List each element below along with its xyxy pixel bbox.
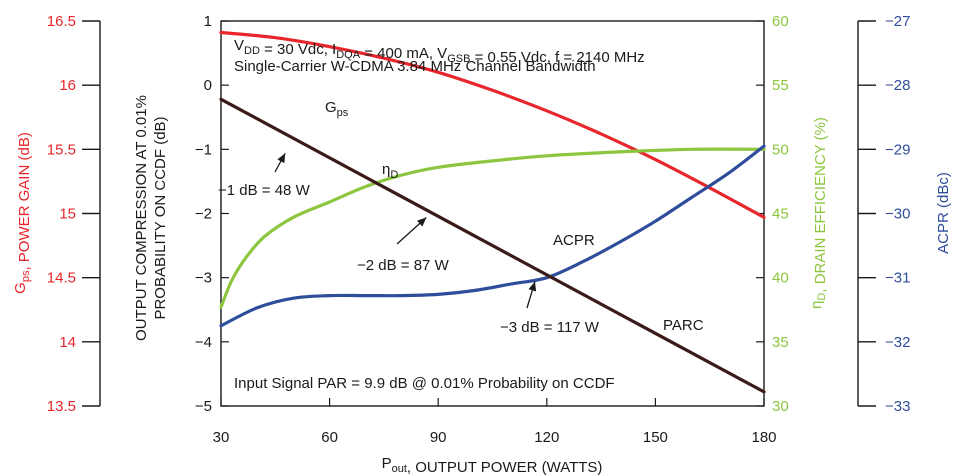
gain-tick-label: 15 [59, 206, 76, 223]
parc-tick-label: −2 [195, 206, 212, 223]
gain-tick-label: 15.5 [47, 141, 76, 158]
x-axis-label: Pout, OUTPUT POWER (WATTS) [382, 455, 603, 475]
annotation-label: −1 dB = 48 W [218, 182, 311, 199]
annotation-label: −2 dB = 87 W [357, 257, 450, 274]
acpr-tick-label: −32 [885, 334, 910, 351]
eff-tick-label: 45 [772, 206, 789, 223]
parc-tick-label: −1 [195, 141, 212, 158]
parc-tick-label: 0 [204, 77, 212, 94]
gain-tick-label: 13.5 [47, 398, 76, 415]
eff-axis-label: ηD, DRAIN EFFICIENCY (%) [808, 117, 829, 309]
annotation-arrowhead [528, 281, 537, 292]
acpr-tick-label: −33 [885, 398, 910, 415]
eff-tick-label: 35 [772, 334, 789, 351]
acpr-curve-label: ACPR [553, 232, 595, 249]
efficiency-curve [219, 147, 766, 309]
acpr-tick-label: −31 [885, 270, 910, 287]
conditions-line1: VDD = 30 Vdc, IDQA = 400 mA, VGSB = 0.55… [234, 37, 645, 66]
x-tick-label: 150 [643, 429, 668, 446]
acpr-curve [219, 144, 766, 328]
acpr-tick-label: −28 [885, 77, 910, 94]
annotation-label: −3 dB = 117 W [500, 319, 600, 336]
x-tick-label: 180 [751, 429, 776, 446]
gain-axis-label: Gps, POWER GAIN (dB) [12, 132, 33, 294]
acpr-tick-label: −27 [885, 13, 910, 30]
parc-line [219, 97, 766, 394]
eff-tick-label: 30 [772, 398, 789, 415]
text-layer: Gps ηD ACPR PARC VDD = 30 Vdc, IDQA = 400 mA… [218, 37, 704, 392]
gain-tick-label: 16.5 [47, 13, 76, 30]
annotation-arrowhead [416, 217, 427, 227]
gain-tick-label: 14 [59, 334, 76, 351]
gain-tick-label: 16 [59, 77, 76, 94]
conditions-bottom: Input Signal PAR = 9.9 dB @ 0.01% Probab… [234, 375, 615, 392]
axes-layer: 1 0 −1 −2 −3 −4 −5 60 55 50 45 40 35 30 30 60 90 120 150 18… [12, 13, 952, 475]
eff-tick-label: 50 [772, 141, 789, 158]
series-layer [219, 30, 766, 394]
acpr-tick-label: −30 [885, 206, 910, 223]
parc-line-label: PARC [663, 317, 704, 334]
gps-curve-label: Gps [325, 99, 349, 119]
parc-tick-label: −3 [195, 270, 212, 287]
x-tick-label: 120 [534, 429, 559, 446]
conditions-line2: Single-Carrier W-CDMA 3.84 MHz Channel B… [234, 58, 596, 75]
eff-tick-label: 55 [772, 77, 789, 94]
eff-tick-label: 40 [772, 270, 789, 287]
gain-tick-label: 14.5 [47, 270, 76, 287]
acpr-axis-label: ACPR (dBc) [935, 172, 952, 254]
x-tick-label: 90 [430, 429, 447, 446]
efficiency-curve-label: ηD [382, 161, 398, 181]
parc-axis-label-line2: PROBABILITY ON CCDF (dB) [152, 116, 169, 319]
parc-tick-label: −4 [195, 334, 212, 351]
x-tick-label: 60 [321, 429, 338, 446]
x-tick-label: 30 [213, 429, 230, 446]
annotation-arrowhead [277, 153, 286, 164]
parc-tick-label: 1 [204, 13, 212, 30]
eff-tick-label: 60 [772, 13, 789, 30]
gps-curve [219, 30, 766, 219]
acpr-tick-label: −29 [885, 141, 910, 158]
parc-axis-label-line1: OUTPUT COMPRESSION AT 0.01% [133, 95, 150, 341]
parc-tick-label: −5 [195, 398, 212, 415]
